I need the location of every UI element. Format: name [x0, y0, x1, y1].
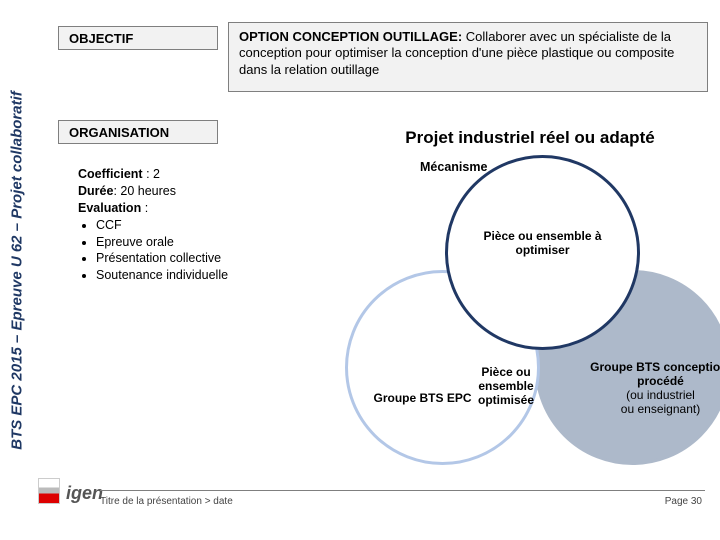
gov-logo-icon [38, 478, 60, 504]
coef-line3-k: Evaluation [78, 201, 141, 215]
footer-title: Titre de la présentation > date [100, 496, 233, 507]
venn-overlap-bottom: Pièce ou ensemble optimisée [456, 365, 556, 407]
list-item: Soutenance individuelle [96, 267, 243, 284]
coef-line2-k: Durée [78, 184, 113, 198]
footer-page: Page 30 [665, 496, 702, 507]
slide: { "sidebar": { "label": "BTS EPC 2015 – … [0, 0, 720, 540]
sidebar-text: BTS EPC 2015 – Epreuve U 62 – Projet col… [9, 91, 26, 449]
list-item: Présentation collective [96, 250, 243, 267]
objectif-box: OBJECTIF [58, 26, 218, 50]
venn-right-line2: (ou industriel [576, 388, 720, 402]
organisation-label: ORGANISATION [69, 125, 169, 140]
footer-logos: igen [38, 478, 103, 504]
option-box: OPTION CONCEPTION OUTILLAGE: Collaborer … [228, 22, 708, 92]
venn-diagram: Groupe BTS conception, procédé (ou indus… [270, 140, 720, 470]
venn-right-line1: Groupe BTS conception, procédé [576, 360, 720, 388]
coef-line1-k: Coefficient [78, 167, 143, 181]
igen-logo: igen [66, 483, 103, 504]
venn-circle-top: Pièce ou ensemble à optimiser [445, 155, 640, 350]
option-title: OPTION CONCEPTION OUTILLAGE: [239, 29, 462, 44]
coefficient-block: Coefficient : 2 Durée: 20 heures Evaluat… [78, 166, 243, 284]
list-item: CCF [96, 217, 243, 234]
list-item: Epreuve orale [96, 234, 243, 251]
venn-right-line3: ou enseignant) [576, 402, 720, 416]
sidebar-label: BTS EPC 2015 – Epreuve U 62 – Projet col… [0, 0, 34, 540]
organisation-box: ORGANISATION [58, 120, 218, 144]
venn-top-label: Pièce ou ensemble à optimiser [458, 229, 627, 257]
eval-list: CCF Epreuve orale Présentation collectiv… [96, 217, 243, 285]
objectif-label: OBJECTIF [69, 31, 133, 46]
footer-divider [100, 490, 705, 491]
